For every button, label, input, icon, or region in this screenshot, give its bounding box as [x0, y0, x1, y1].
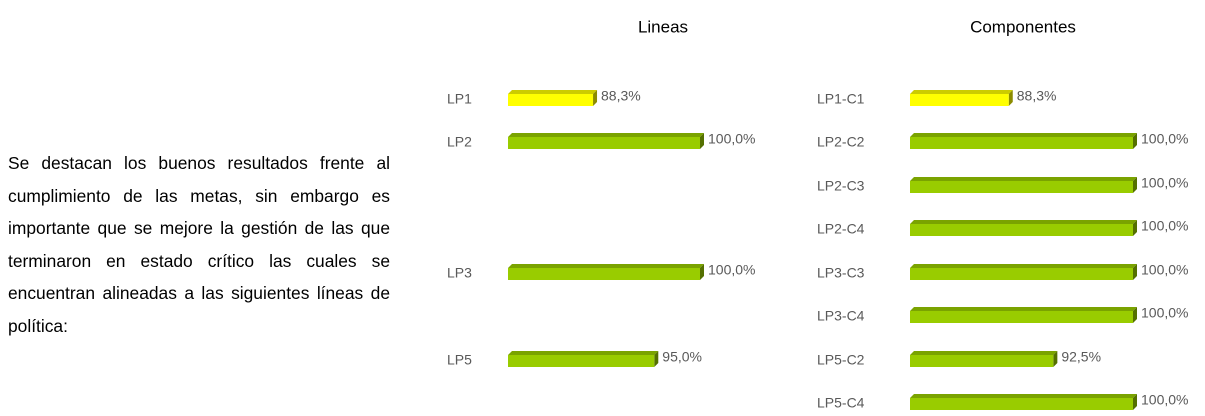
bar-side: [1133, 220, 1137, 236]
category-label: LP2-C2: [817, 134, 865, 150]
category-label: LP1-C1: [817, 91, 865, 107]
bar-side: [700, 264, 704, 280]
category-label: LP2-C4: [817, 221, 865, 237]
bar: [910, 94, 1009, 106]
bar-top: [910, 90, 1013, 94]
category-label: LP3: [447, 265, 472, 281]
bar-side: [1053, 351, 1058, 367]
category-label: LP2: [447, 134, 472, 150]
value-label: 100,0%: [1141, 131, 1188, 147]
bar-top: [910, 177, 1137, 181]
value-label: 88,3%: [1017, 88, 1057, 104]
value-label: 100,0%: [1141, 305, 1188, 321]
bar: [508, 355, 655, 367]
bar: [910, 311, 1133, 323]
bar-side: [1133, 307, 1137, 323]
chart-title: Lineas: [638, 17, 688, 36]
bar-top: [508, 351, 659, 355]
bar-top: [910, 133, 1137, 137]
category-label: LP5: [447, 352, 472, 368]
bar-side: [654, 351, 659, 367]
bar: [910, 398, 1133, 410]
paragraph: Se destacan los buenos resultados frente…: [8, 153, 390, 336]
category-label: LP3-C4: [817, 308, 865, 324]
bar-side: [593, 90, 598, 106]
category-label: LP5-C2: [817, 352, 865, 368]
value-label: 100,0%: [1141, 262, 1188, 278]
bar: [910, 137, 1133, 149]
bar-top: [508, 133, 704, 137]
bar: [508, 268, 700, 280]
bar-top: [910, 351, 1058, 355]
bar-top: [910, 307, 1137, 311]
bar: [910, 268, 1133, 280]
bar: [508, 94, 594, 106]
bar-top: [910, 394, 1137, 398]
category-label: LP3-C3: [817, 265, 865, 281]
bar-side: [700, 133, 704, 149]
value-label: 95,0%: [662, 349, 702, 365]
value-label: 88,3%: [601, 88, 641, 104]
bar: [910, 181, 1133, 193]
bar-side: [1133, 177, 1137, 193]
bar-side: [1133, 394, 1137, 410]
category-label: LP5-C4: [817, 395, 865, 411]
bar-side: [1133, 264, 1137, 280]
bar-top: [910, 220, 1137, 224]
category-label: LP1: [447, 91, 472, 107]
value-label: 100,0%: [1141, 175, 1188, 191]
value-label: 100,0%: [708, 131, 755, 147]
chart-title: Componentes: [970, 17, 1076, 36]
value-label: 100,0%: [1141, 218, 1188, 234]
bar: [910, 224, 1133, 236]
bar-top: [508, 90, 598, 94]
bar-side: [1008, 90, 1013, 106]
bar-top: [910, 264, 1137, 268]
value-label: 100,0%: [1141, 392, 1188, 408]
bar-side: [1133, 133, 1137, 149]
bar-top: [508, 264, 704, 268]
bar: [910, 355, 1054, 367]
category-label: LP2-C3: [817, 178, 865, 194]
value-label: 92,5%: [1061, 349, 1101, 365]
value-label: 100,0%: [708, 262, 755, 278]
bar: [508, 137, 700, 149]
